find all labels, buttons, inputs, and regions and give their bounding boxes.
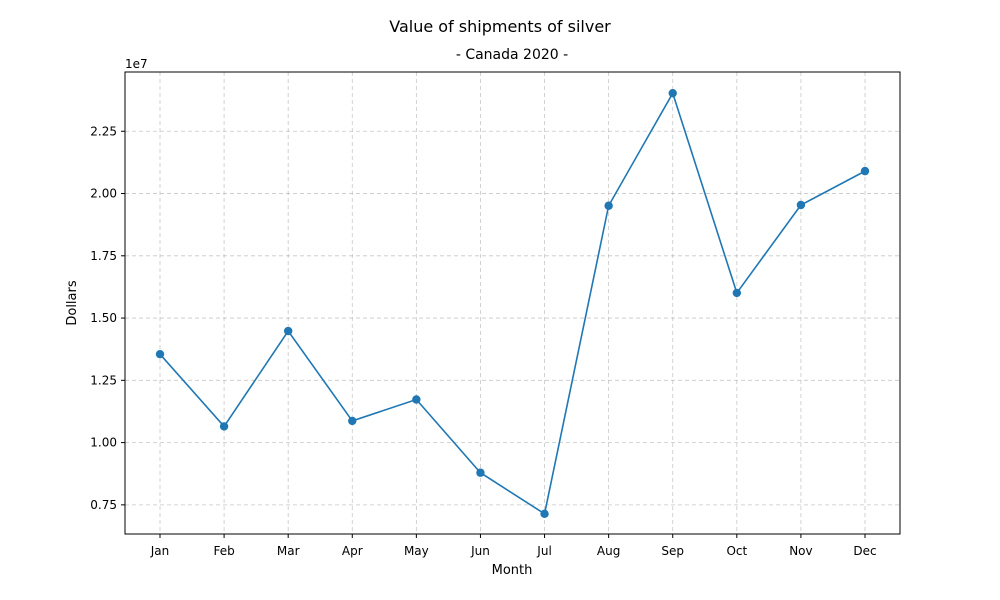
data-point — [604, 201, 613, 210]
chart-title: Value of shipments of silver — [389, 17, 611, 36]
x-tick-label: Feb — [213, 544, 234, 558]
x-tick-label: Nov — [789, 544, 812, 558]
chart-subtitle: - Canada 2020 - — [456, 47, 568, 63]
x-tick-label: May — [404, 544, 429, 558]
x-axis: Jan Feb Mar Apr May Jun Jul Aug Sep Oct Nov Dec — [150, 534, 877, 558]
data-point — [476, 468, 485, 477]
data-point — [860, 166, 870, 176]
x-tick-label: Jun — [470, 544, 490, 558]
y-tick-label: 1.50 — [90, 311, 117, 325]
y-tick-label: 1.75 — [90, 249, 117, 263]
data-point — [796, 200, 806, 210]
x-tick-label: Dec — [853, 544, 876, 558]
y-axis-label: Dollars — [65, 280, 80, 325]
x-tick-label: Aug — [597, 544, 620, 558]
x-axis-label: Month — [492, 563, 533, 578]
grid — [125, 72, 900, 534]
x-tick-label: Apr — [342, 544, 363, 558]
y-tick-label: 1.00 — [90, 436, 117, 450]
series-group — [155, 88, 870, 519]
y-tick-label: 0.75 — [90, 498, 117, 512]
y-tick-label: 1.25 — [90, 373, 117, 387]
data-point — [219, 422, 229, 431]
data-point — [283, 326, 293, 336]
data-point — [348, 416, 357, 426]
x-tick-label: Sep — [661, 544, 684, 558]
plot-frame — [124, 71, 901, 535]
x-tick-label: Jul — [536, 544, 551, 558]
y-axis: 0.75 1.00 1.25 1.50 1.75 2.00 2.25 — [90, 124, 125, 512]
y-tick-label: 2.25 — [90, 124, 117, 138]
data-point — [732, 288, 742, 298]
data-point — [155, 349, 165, 359]
data-point — [412, 395, 421, 404]
data-point — [540, 509, 549, 519]
x-tick-label: Oct — [726, 544, 747, 558]
y-multiplier-label: 1e7 — [125, 57, 148, 71]
x-tick-label: Mar — [277, 544, 300, 558]
x-tick-label: Jan — [150, 544, 170, 558]
data-point — [668, 88, 677, 98]
series-line — [159, 91, 866, 516]
y-tick-label: 2.00 — [90, 187, 117, 201]
